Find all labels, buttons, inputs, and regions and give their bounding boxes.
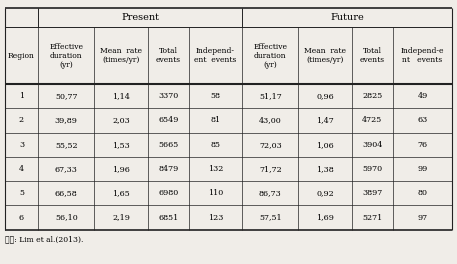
- Text: 85: 85: [211, 141, 221, 149]
- Text: 76: 76: [418, 141, 428, 149]
- Text: Mean  rate
(times/yr): Mean rate (times/yr): [100, 47, 142, 64]
- Text: Future: Future: [330, 13, 364, 22]
- Text: 6851: 6851: [158, 214, 178, 221]
- Text: Independ-
ent  events: Independ- ent events: [194, 47, 237, 64]
- Text: 63: 63: [417, 116, 428, 124]
- Text: 6: 6: [19, 214, 24, 221]
- Text: 132: 132: [208, 165, 223, 173]
- Text: 3: 3: [19, 141, 24, 149]
- Text: 0,96: 0,96: [316, 92, 334, 100]
- Text: 57,51: 57,51: [259, 214, 282, 221]
- Text: 2,19: 2,19: [112, 214, 130, 221]
- Text: 58: 58: [211, 92, 221, 100]
- Text: 1,69: 1,69: [316, 214, 334, 221]
- Text: 5665: 5665: [158, 141, 178, 149]
- Text: 86,73: 86,73: [259, 189, 282, 197]
- Text: 1,14: 1,14: [112, 92, 130, 100]
- Text: 8479: 8479: [158, 165, 178, 173]
- Text: 3904: 3904: [362, 141, 383, 149]
- Text: 71,72: 71,72: [259, 165, 282, 173]
- Text: 1,47: 1,47: [316, 116, 334, 124]
- Text: 자료: Lim et al.(2013).: 자료: Lim et al.(2013).: [5, 235, 83, 243]
- Text: 72,03: 72,03: [259, 141, 282, 149]
- Text: 5271: 5271: [362, 214, 383, 221]
- Text: 67,33: 67,33: [55, 165, 78, 173]
- Text: 5: 5: [19, 189, 24, 197]
- Text: 43,00: 43,00: [259, 116, 282, 124]
- Text: 55,52: 55,52: [55, 141, 78, 149]
- Text: 81: 81: [211, 116, 221, 124]
- Text: 51,17: 51,17: [259, 92, 282, 100]
- Text: 110: 110: [208, 189, 223, 197]
- Text: 6980: 6980: [158, 189, 178, 197]
- Text: 2,03: 2,03: [112, 116, 130, 124]
- Text: 4725: 4725: [362, 116, 383, 124]
- Text: 0,92: 0,92: [316, 189, 334, 197]
- Text: 49: 49: [417, 92, 428, 100]
- Text: 50,77: 50,77: [55, 92, 78, 100]
- Text: 3370: 3370: [158, 92, 178, 100]
- Text: Region: Region: [8, 52, 35, 60]
- Text: 3897: 3897: [362, 189, 383, 197]
- Text: 80: 80: [418, 189, 428, 197]
- Text: Effective
duration
(yr): Effective duration (yr): [253, 43, 287, 69]
- Text: 66,58: 66,58: [55, 189, 78, 197]
- Text: Mean  rate
(times/yr): Mean rate (times/yr): [304, 47, 346, 64]
- Text: 4: 4: [19, 165, 24, 173]
- Text: 1,96: 1,96: [112, 165, 130, 173]
- Text: Effective
duration
(yr): Effective duration (yr): [49, 43, 83, 69]
- Text: 1,65: 1,65: [112, 189, 130, 197]
- Text: Independ-e
nt   events: Independ-e nt events: [401, 47, 444, 64]
- Text: 56,10: 56,10: [55, 214, 78, 221]
- Text: 97: 97: [418, 214, 428, 221]
- Text: 2: 2: [19, 116, 24, 124]
- Text: 123: 123: [208, 214, 223, 221]
- Text: 1,38: 1,38: [316, 165, 334, 173]
- Text: 6549: 6549: [158, 116, 179, 124]
- Text: 1,06: 1,06: [316, 141, 334, 149]
- Text: 39,89: 39,89: [55, 116, 78, 124]
- Text: 5970: 5970: [362, 165, 383, 173]
- Text: 2825: 2825: [362, 92, 383, 100]
- Text: Total
events: Total events: [360, 47, 385, 64]
- Text: Present: Present: [122, 13, 159, 22]
- Text: 1,53: 1,53: [112, 141, 130, 149]
- Text: 99: 99: [417, 165, 428, 173]
- Text: 1: 1: [19, 92, 24, 100]
- Text: Total
events: Total events: [156, 47, 181, 64]
